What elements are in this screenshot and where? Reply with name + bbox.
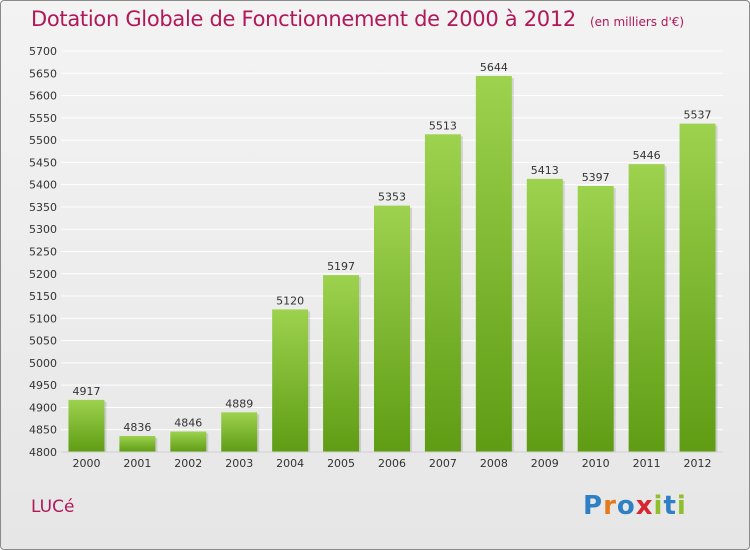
data-label: 5413 (531, 164, 559, 177)
bar-2005 (323, 275, 360, 452)
bar-2004 (272, 309, 309, 452)
data-label: 5537 (684, 109, 712, 122)
y-tick-label: 5000 (29, 357, 57, 370)
bar-2002 (170, 431, 207, 452)
data-labels: 4917 4836 4846 4889 5120 5197 5353 5513 5644 5413… (72, 61, 711, 434)
x-tick-label: 2009 (531, 457, 559, 470)
data-label: 5513 (429, 119, 457, 132)
bar-2000 (68, 399, 105, 452)
x-tick-label: 2002 (174, 457, 202, 470)
x-axis: 2000 2001 2002 2003 2004 2005 2006 2007 2008 2009… (61, 451, 723, 470)
bar-2010 (577, 186, 614, 452)
data-label: 4836 (123, 421, 151, 434)
y-tick-label: 5700 (29, 45, 57, 58)
data-label: 5353 (378, 191, 406, 204)
y-tick-label: 4950 (29, 379, 57, 392)
x-tick-label: 2001 (123, 457, 151, 470)
chart-title-text: Dotation Globale de Fonctionnement de 20… (31, 7, 576, 31)
y-tick-label: 5200 (29, 268, 57, 281)
y-tick-label: 5050 (29, 335, 57, 348)
logo-letter: r (603, 491, 617, 521)
y-tick-label: 5250 (29, 246, 57, 259)
bars (68, 75, 718, 453)
bar-2001 (119, 435, 156, 452)
bar-2009 (526, 178, 563, 452)
x-tick-label: 2006 (378, 457, 406, 470)
data-label: 5644 (480, 61, 508, 74)
logo-letter: i (653, 491, 664, 521)
x-tick-label: 2012 (684, 457, 712, 470)
x-tick-label: 2010 (582, 457, 610, 470)
bar-2006 (374, 205, 410, 452)
bar-2011 (628, 164, 665, 452)
y-tick-label: 5550 (29, 112, 57, 125)
commune-name: LUCé (31, 497, 75, 517)
x-tick-label: 2003 (225, 457, 253, 470)
bar-2007 (424, 134, 461, 452)
x-tick-label: 2005 (327, 457, 355, 470)
logo-letter: x (635, 491, 654, 521)
chart-subtitle: (en milliers d'€) (589, 15, 685, 29)
y-tick-label: 5600 (29, 90, 57, 103)
logo-letter: i (676, 491, 687, 521)
y-axis: 4800 4850 4900 4950 5000 5050 5100 5150 5200 5250… (29, 45, 57, 459)
y-tick-label: 5350 (29, 201, 57, 214)
y-tick-label: 5300 (29, 223, 57, 236)
logo-letter: o (616, 491, 636, 521)
y-tick-label: 4900 (29, 401, 57, 414)
data-label: 4889 (225, 397, 253, 410)
bar-2003 (221, 412, 258, 452)
data-label: 5197 (327, 260, 355, 273)
x-tick-label: 2004 (276, 457, 304, 470)
data-label: 5397 (582, 171, 610, 184)
logo-letter: t (663, 491, 677, 521)
y-tick-label: 4800 (29, 446, 57, 459)
data-label: 4846 (174, 417, 202, 430)
y-tick-label: 4850 (29, 424, 57, 437)
x-tick-label: 2008 (480, 457, 508, 470)
y-tick-label: 5650 (29, 67, 57, 80)
y-tick-label: 5500 (29, 134, 57, 147)
y-tick-label: 5400 (29, 179, 57, 192)
x-tick-label: 2007 (429, 457, 457, 470)
proxiti-logo: Proxiti (583, 491, 687, 521)
x-tick-label: 2011 (633, 457, 661, 470)
y-tick-label: 5100 (29, 312, 57, 325)
data-label: 5120 (276, 294, 304, 307)
chart-title: Dotation Globale de Fonctionnement de 20… (31, 7, 684, 31)
x-tick-label: 2000 (72, 457, 100, 470)
y-tick-label: 5450 (29, 156, 57, 169)
data-label: 5446 (633, 149, 661, 162)
y-tick-label: 5150 (29, 290, 57, 303)
logo-letter: P (583, 491, 604, 521)
bar-2008 (475, 75, 512, 452)
bar-2012 (679, 123, 716, 453)
data-label: 4917 (72, 385, 100, 398)
